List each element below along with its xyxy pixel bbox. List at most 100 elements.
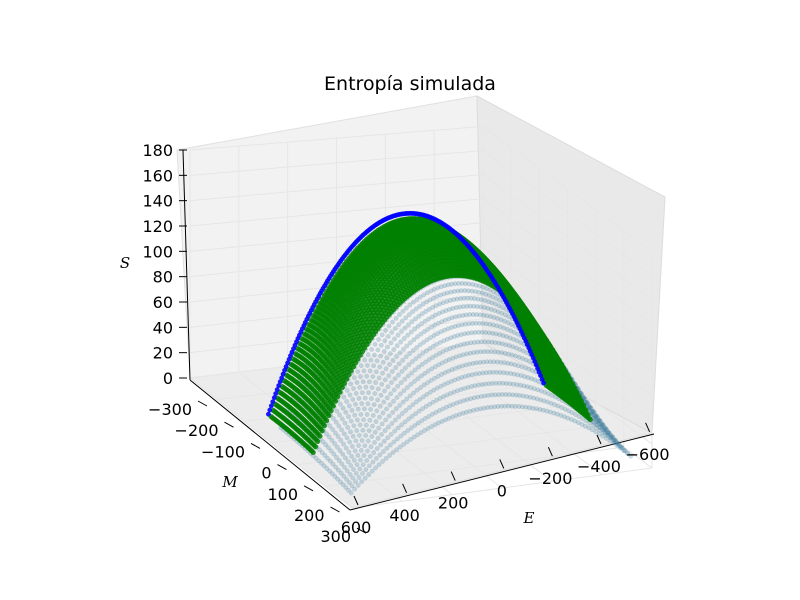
data-point-lower <box>480 359 486 365</box>
data-point-lower <box>409 319 415 325</box>
data-point-lower <box>440 300 446 306</box>
z-axis-line <box>182 149 191 381</box>
data-point-lower <box>373 419 379 425</box>
data-point-lower <box>387 402 393 408</box>
data-point-lower <box>407 302 413 308</box>
data-point-lower <box>438 284 444 290</box>
data-point-lower <box>350 397 356 402</box>
data-point-lower <box>341 431 347 437</box>
data-point-lower <box>356 443 362 449</box>
data-point-lower <box>611 438 617 444</box>
data-point-lower <box>373 456 379 461</box>
data-point-lower <box>605 430 611 436</box>
data-point-lower <box>598 424 604 430</box>
data-point-lower <box>602 426 608 432</box>
data-point-lower <box>444 336 450 342</box>
data-point-lower <box>395 383 401 389</box>
data-point-lower <box>365 438 371 444</box>
data-point-lower <box>427 401 433 407</box>
data-point-lower <box>492 307 498 313</box>
data-point-lower <box>431 286 437 292</box>
data-point-lower <box>399 329 404 334</box>
data-point-lower <box>345 459 351 465</box>
data-point-lower <box>621 447 627 453</box>
data-point-lower <box>412 316 418 322</box>
data-point-lower <box>520 356 525 361</box>
data-point-lower <box>438 383 444 389</box>
data-point-lower <box>586 425 592 431</box>
data-point-lower <box>558 412 564 418</box>
data-point-lower <box>451 344 456 350</box>
data-point-lower <box>501 370 507 376</box>
data-point-lower <box>460 363 465 369</box>
data-point-lower <box>493 380 499 386</box>
data-point-lower <box>354 417 360 423</box>
data-point-lower <box>492 349 498 355</box>
data-point-lower <box>470 281 475 287</box>
data-point-lower <box>348 418 354 424</box>
data-point-lower <box>371 402 377 408</box>
data-point-lower <box>361 406 367 412</box>
data-point-lower <box>446 316 452 322</box>
data-point-lower <box>364 373 370 379</box>
data-point-lower <box>446 368 451 374</box>
data-point-lower <box>400 399 406 405</box>
data-point-lower <box>348 381 354 387</box>
data-point-lower <box>344 398 350 404</box>
x-axis-line <box>349 433 655 511</box>
data-point-lower <box>476 283 482 289</box>
data-point-lower <box>379 421 385 427</box>
data-point-lower <box>340 451 346 457</box>
data-point-lower <box>484 359 490 365</box>
data-point-lower <box>502 350 508 356</box>
data-point-lower <box>591 420 597 426</box>
data-point-lower <box>464 303 470 309</box>
data-point-lower <box>593 413 599 419</box>
data-point-lower <box>358 411 364 417</box>
data-point-lower <box>461 341 467 347</box>
data-point-lower <box>515 331 521 337</box>
data-point-lower <box>397 444 403 450</box>
data-point-lower <box>433 312 438 318</box>
data-point-lower <box>500 380 506 386</box>
data-point-lower <box>375 397 381 403</box>
data-point-lower <box>337 479 343 485</box>
data-point-lower <box>485 305 491 311</box>
data-point-lower <box>396 372 401 378</box>
data-point-lower <box>593 415 599 420</box>
data-point-lower <box>456 281 462 286</box>
data-point-lower <box>401 388 407 394</box>
data-point-lower <box>392 325 398 331</box>
data-point-lower <box>390 319 395 325</box>
data-point-lower <box>401 336 407 341</box>
data-point-lower <box>335 467 341 473</box>
data-point-lower <box>384 355 390 361</box>
data-point-lower <box>394 447 400 453</box>
data-point-lower <box>584 399 590 405</box>
data-point-lower <box>455 288 461 294</box>
data-point-lower <box>383 417 389 423</box>
data-point-lower <box>432 364 438 370</box>
data-point-lower <box>441 382 447 387</box>
data-point-lower <box>518 373 524 379</box>
data-point-lower <box>358 374 363 380</box>
data-point-lower <box>587 404 593 410</box>
data-point-lower <box>419 418 425 424</box>
data-point-lower <box>587 404 592 410</box>
data-point-lower <box>351 423 357 429</box>
data-point-lower <box>498 317 504 323</box>
data-point-lower <box>487 359 493 365</box>
data-point-lower <box>468 396 474 402</box>
data-point-lower <box>494 369 500 375</box>
data-point-lower <box>472 289 478 295</box>
data-point-lower <box>403 354 409 360</box>
data-point-lower <box>382 377 388 383</box>
data-point-lower <box>428 377 434 383</box>
data-point-lower <box>458 288 464 294</box>
data-point-lower <box>398 339 404 345</box>
data-point-lower <box>383 327 389 333</box>
data-point-lower <box>362 475 368 481</box>
data-point-lower <box>336 458 342 464</box>
data-point-lower <box>614 440 620 446</box>
data-point-lower <box>442 370 448 376</box>
